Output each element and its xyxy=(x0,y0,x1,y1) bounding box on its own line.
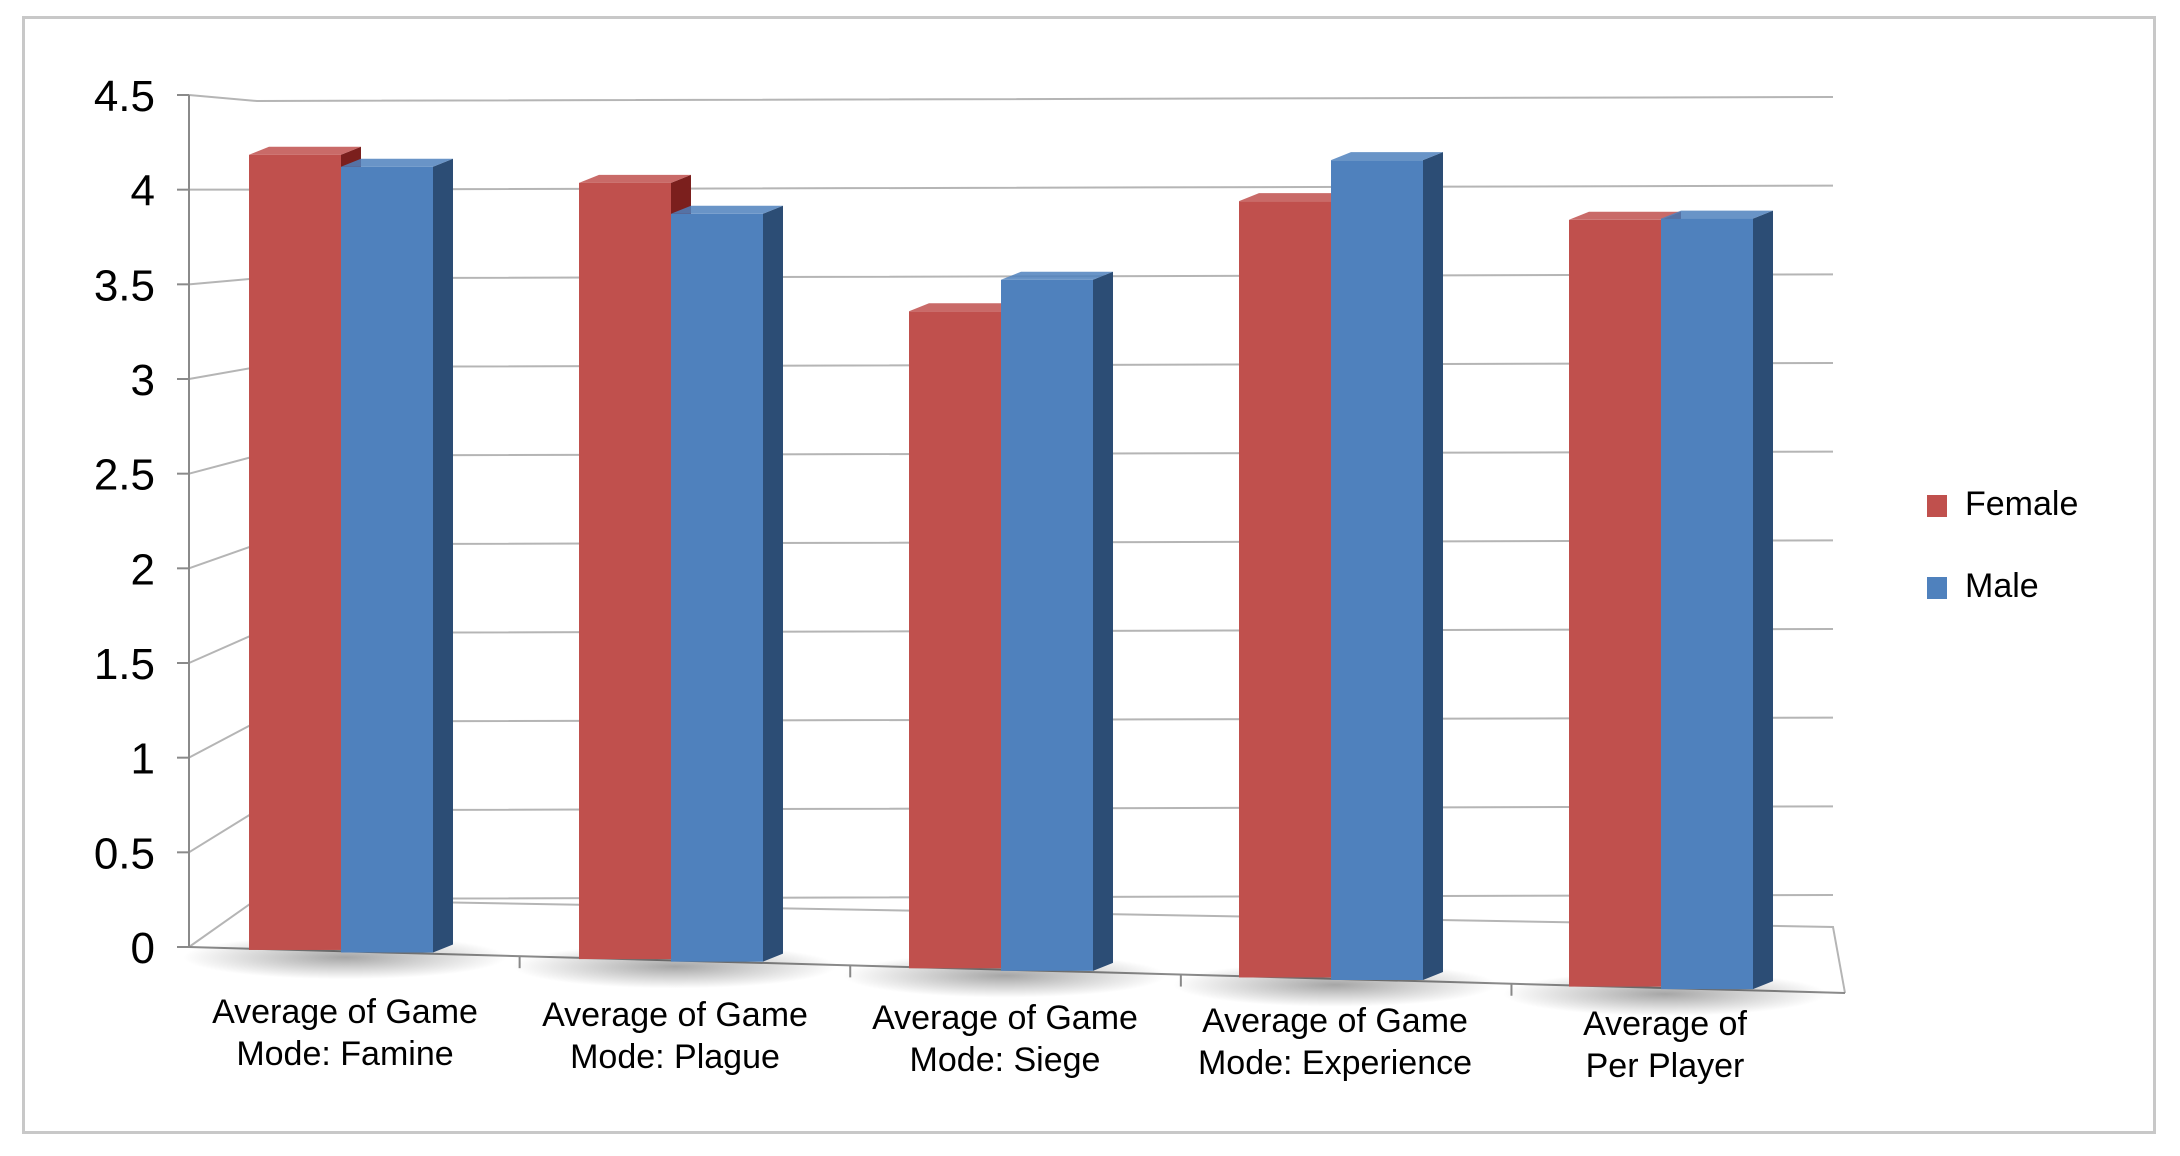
bar-male-3 xyxy=(1331,160,1423,981)
bar-top-female xyxy=(909,303,1021,312)
bar-female-4 xyxy=(1569,219,1661,987)
y-tick-label: 4 xyxy=(131,167,155,216)
y-tick-label: 3 xyxy=(131,356,155,405)
x-tick-label: Average of Game xyxy=(872,999,1138,1037)
y-tick-label: 3.5 xyxy=(94,261,155,310)
legend-label-female: Female xyxy=(1965,485,2078,523)
y-tick-label: 4.5 xyxy=(94,72,155,121)
bar-side-male xyxy=(1093,271,1113,971)
gridline xyxy=(188,94,1834,103)
bar-side-male xyxy=(1423,152,1443,981)
y-axis-ticks: 0 0.5 1 1.5 2 2.5 3 3.5 4 4.5 xyxy=(94,72,155,973)
bar-male-1 xyxy=(671,213,763,962)
x-tick-label: Average of Game xyxy=(212,993,478,1031)
bar-top-male xyxy=(1661,210,1773,219)
x-tick-label: Mode: Plague xyxy=(570,1038,780,1076)
legend-swatch-male xyxy=(1927,577,1947,599)
bar-female-1 xyxy=(579,182,671,960)
bar-female-0 xyxy=(249,154,341,950)
bar-male-0 xyxy=(341,166,433,953)
chart-frame: 0 0.5 1 1.5 2 2.5 3 3.5 4 4.5 Average of Game Mode… xyxy=(22,16,2156,1134)
bar-top-female xyxy=(1569,211,1681,220)
x-tick-label: Mode: Siege xyxy=(910,1041,1101,1079)
y-tick-label: 1 xyxy=(131,735,155,784)
bar-top-female xyxy=(1239,193,1351,202)
y-tick-label: 0.5 xyxy=(94,829,155,878)
bar-top-male xyxy=(1331,152,1443,161)
x-tick-label: Mode: Experience xyxy=(1198,1044,1472,1082)
x-tick-label: Average of Game xyxy=(1202,1002,1468,1040)
y-tick-label: 2.5 xyxy=(94,451,155,500)
x-tick-label: Mode: Famine xyxy=(236,1035,453,1073)
y-tick-label: 2 xyxy=(131,545,155,594)
x-tick-label: Average of xyxy=(1583,1005,1747,1043)
bar-side-male xyxy=(433,158,453,953)
legend: Female Male xyxy=(1927,485,2078,605)
legend-label-male: Male xyxy=(1965,567,2039,605)
bar-female-2 xyxy=(909,311,1001,969)
y-tick-label: 1.5 xyxy=(94,640,155,689)
bar-top-female xyxy=(579,174,691,183)
x-axis-labels: Average of Game Mode: Famine Average of Ga… xyxy=(212,993,1747,1085)
bar-chart: 0 0.5 1 1.5 2 2.5 3 3.5 4 4.5 Average of Game Mode… xyxy=(94,72,2079,1085)
bar-side-male xyxy=(1753,210,1773,990)
x-tick-label: Average of Game xyxy=(542,996,808,1034)
bar-top-male xyxy=(671,205,783,214)
bar-side-male xyxy=(763,205,783,962)
x-tick-label: Per Player xyxy=(1586,1047,1745,1085)
y-tick-label: 0 xyxy=(131,924,155,973)
bar-top-male xyxy=(1001,271,1113,280)
bar-top-male xyxy=(341,158,453,167)
bar-male-2 xyxy=(1001,279,1093,971)
bars xyxy=(249,146,1773,990)
bar-male-4 xyxy=(1661,218,1753,990)
bar-female-3 xyxy=(1239,201,1331,978)
bar-top-female xyxy=(249,146,361,155)
legend-swatch-female xyxy=(1927,495,1947,517)
